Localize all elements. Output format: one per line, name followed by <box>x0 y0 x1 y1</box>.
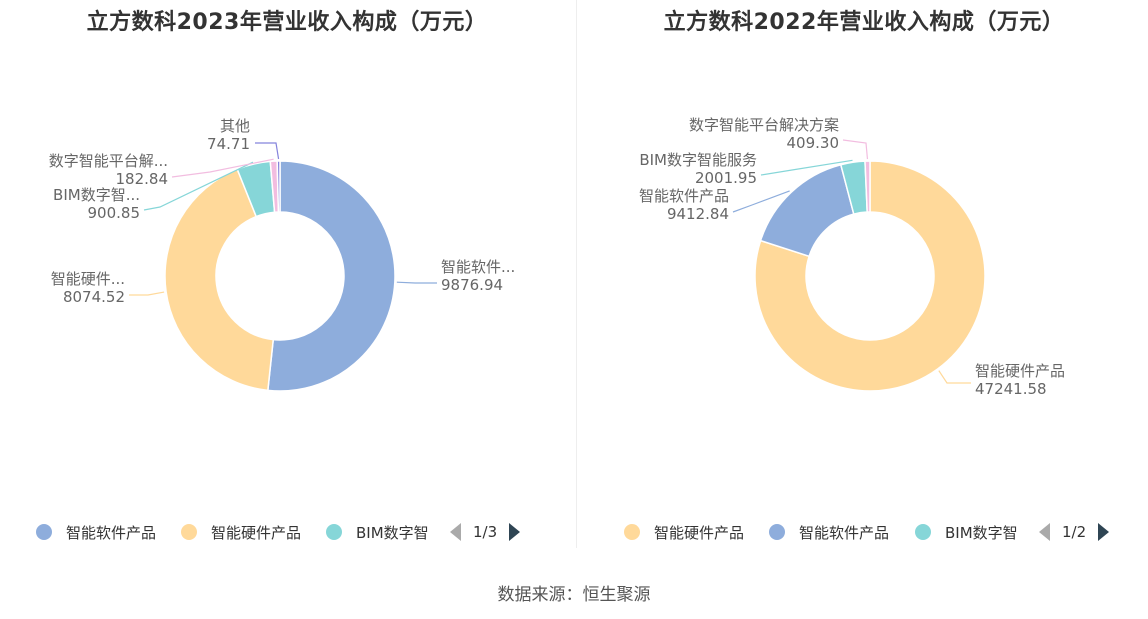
slice-name-label: 智能硬件... <box>51 270 125 288</box>
slice-value-label: 47241.58 <box>975 380 1047 398</box>
legend-label: 智能软件产品 <box>799 523 890 542</box>
slice-name-label: 智能硬件产品 <box>975 362 1065 380</box>
chart-title: 立方数科2023年营业收入构成（万元） <box>86 10 488 35</box>
label-leader-line <box>396 281 437 284</box>
legend-swatch <box>915 524 931 540</box>
chart-legend: 智能软件产品 智能硬件产品 BIM数字智 1/3 <box>0 519 574 545</box>
legend-item[interactable]: 智能硬件产品 <box>624 519 744 545</box>
legend-next-icon[interactable] <box>509 523 521 541</box>
slice-name-label: BIM数字智... <box>53 186 140 204</box>
legend-label: BIM数字智 <box>356 523 429 542</box>
legend-pager: 1/3 <box>450 519 521 545</box>
legend-next-icon[interactable] <box>1098 523 1110 541</box>
label-leader-line <box>143 161 254 211</box>
legend-swatch <box>181 524 197 540</box>
slice-name-label: 智能软件... <box>441 258 515 276</box>
slice-value-label: 182.84 <box>116 170 169 188</box>
label-leader-line <box>842 139 869 160</box>
label-leader-line <box>129 291 165 296</box>
data-source-note: 数据来源：恒生聚源 <box>497 585 651 605</box>
donut-slice[interactable] <box>759 163 855 258</box>
donut-slice[interactable] <box>267 160 396 392</box>
legend-pager: 1/2 <box>1039 519 1110 545</box>
legend-swatch <box>624 524 640 540</box>
legend-item[interactable]: 智能硬件产品 <box>181 519 301 545</box>
chart-legend: 智能硬件产品 智能软件产品 BIM数字智 1/2 <box>577 519 1148 545</box>
legend-prev-icon[interactable] <box>1039 523 1050 541</box>
donut-slice[interactable] <box>276 160 281 213</box>
label-leader-line <box>255 142 280 160</box>
label-leader-line <box>760 159 853 176</box>
chart-panel-2022: 立方数科2022年营业收入构成（万元） 智能硬件产品 47241.58 智能软件产品… <box>577 0 1148 555</box>
donut-slice[interactable] <box>754 160 986 392</box>
slice-value-label: 900.85 <box>88 204 141 222</box>
legend-swatch <box>769 524 785 540</box>
legend-prev-icon[interactable] <box>450 523 461 541</box>
slice-name-label: 数字智能平台解决方案 <box>689 116 839 134</box>
slice-value-label: 74.71 <box>207 135 250 153</box>
legend-page-indicator: 1/2 <box>1062 523 1087 541</box>
legend-item[interactable]: 智能软件产品 <box>36 519 156 545</box>
slice-name-label: 其他 <box>220 117 250 135</box>
legend-item[interactable]: BIM数字智 <box>326 519 429 545</box>
legend-label: BIM数字智 <box>945 523 1018 542</box>
legend-item[interactable]: BIM数字智 <box>915 519 1018 545</box>
legend-label: 智能硬件产品 <box>654 523 745 542</box>
label-leader-line <box>732 190 790 213</box>
legend-swatch <box>36 524 52 540</box>
label-leader-line <box>171 158 274 178</box>
donut-slice[interactable] <box>864 160 871 213</box>
legend-swatch <box>326 524 342 540</box>
slice-value-label: 409.30 <box>787 134 840 152</box>
legend-item[interactable]: 智能软件产品 <box>769 519 889 545</box>
slice-name-label: 智能软件产品 <box>639 187 729 205</box>
slice-name-label: BIM数字智能服务 <box>639 151 757 169</box>
chart-title: 立方数科2022年营业收入构成（万元） <box>663 10 1065 35</box>
slice-value-label: 2001.95 <box>695 169 757 187</box>
legend-label: 智能硬件产品 <box>211 523 302 542</box>
panel-divider <box>576 0 577 548</box>
slice-value-label: 9412.84 <box>667 205 729 223</box>
legend-label: 智能软件产品 <box>66 523 157 542</box>
slice-value-label: 9876.94 <box>441 276 503 294</box>
slice-value-label: 8074.52 <box>63 288 125 306</box>
legend-page-indicator: 1/3 <box>473 523 498 541</box>
label-leader-line <box>938 370 971 384</box>
donut-chart-2023: 智能软件...9876.94 智能硬件...8074.52 BIM数字智...900… <box>49 117 515 392</box>
chart-panel-2023: 立方数科2023年营业收入构成（万元） 智能软件... 9876.94 智能硬件..… <box>0 0 574 555</box>
slice-name-label: 数字智能平台解... <box>49 152 168 170</box>
